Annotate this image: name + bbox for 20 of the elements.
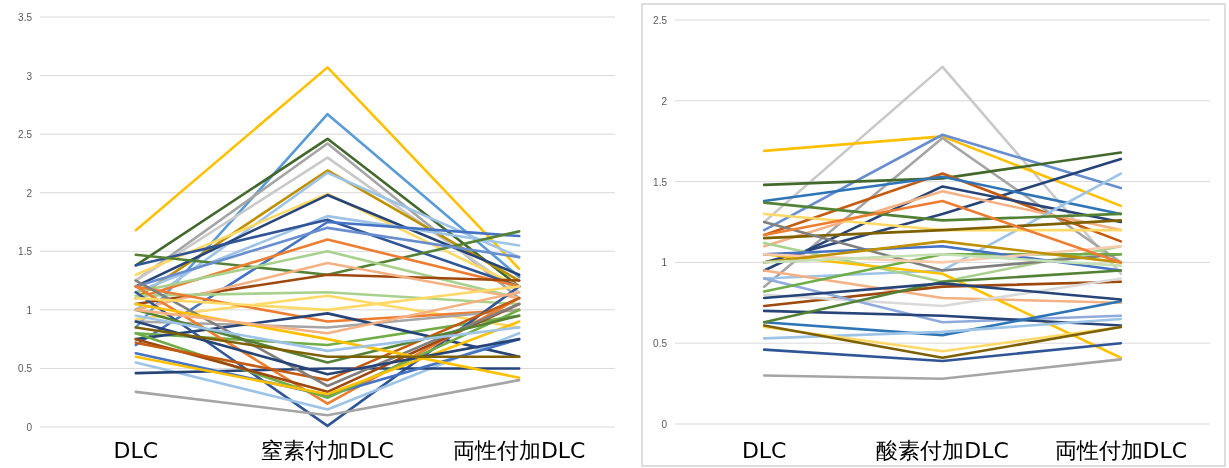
x-tick-label: 両性付加DLC xyxy=(1054,438,1188,463)
x-tick-label: 酸素付加DLC xyxy=(876,438,1009,463)
y-tick-label: 1 xyxy=(26,304,33,316)
y-tick-label: 1 xyxy=(661,257,668,269)
y-tick-label: 0.5 xyxy=(18,363,33,375)
y-tick-label: 1.5 xyxy=(653,176,668,188)
x-tick-label: 窒素付加DLC xyxy=(261,438,394,463)
y-tick-label: 3 xyxy=(26,70,33,82)
y-tick-label: 0.5 xyxy=(653,338,668,350)
y-tick-label: 1.5 xyxy=(18,246,33,258)
y-tick-label: 0 xyxy=(26,422,33,433)
x-tick-label: 両性付加DLC xyxy=(452,438,586,463)
y-tick-label: 2.5 xyxy=(18,129,33,141)
x-tick-label: DLC xyxy=(113,438,159,463)
y-tick-label: 0 xyxy=(661,419,668,430)
y-tick-label: 2 xyxy=(661,95,668,107)
x-tick-label: DLC xyxy=(741,438,787,463)
y-tick-label: 2 xyxy=(26,187,33,199)
y-tick-label: 2.5 xyxy=(653,15,668,26)
y-tick-label: 3.5 xyxy=(18,12,33,23)
